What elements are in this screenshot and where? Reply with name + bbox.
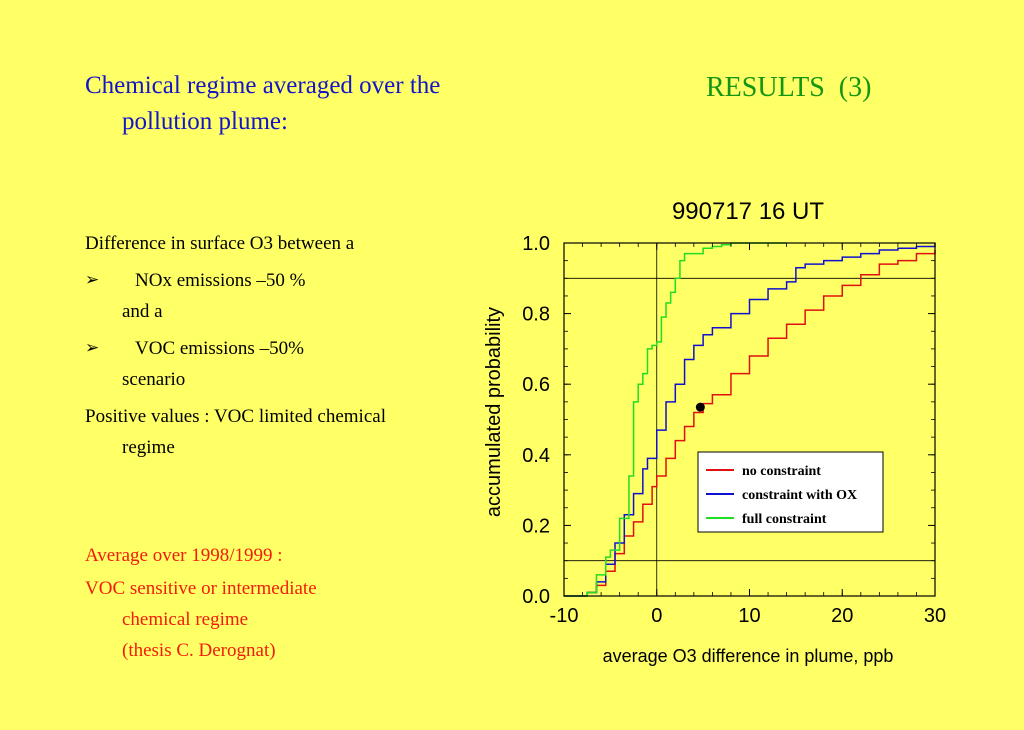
series-line-1 bbox=[564, 250, 936, 597]
bullet-voc-continuation: scenario bbox=[122, 369, 186, 390]
bullet-nox-continuation: and a bbox=[122, 301, 163, 322]
legend-label-1: no constraint bbox=[742, 464, 821, 479]
x-tick-label: -10 bbox=[550, 605, 579, 627]
bullet-nox: ➢ NOx emissions –50 % and a bbox=[85, 265, 425, 327]
voc-sensitive-line1: VOC sensitive or intermediate bbox=[85, 578, 317, 599]
legend-label-3: full constraint bbox=[742, 512, 827, 527]
x-tick-label: 30 bbox=[924, 605, 946, 627]
legend-label-2: constraint with OX bbox=[742, 488, 857, 503]
voc-sensitive-line3: (thesis C. Derognat) bbox=[122, 640, 276, 661]
bullet-voc-text: VOC emissions –50% bbox=[135, 338, 304, 359]
arrow-bullet-icon: ➢ bbox=[85, 270, 100, 290]
x-axis-label: average O3 difference in plume, ppb bbox=[603, 646, 894, 666]
y-tick-label: 0.8 bbox=[522, 304, 550, 326]
description-block: Difference in surface O3 between a ➢ NOx… bbox=[85, 228, 425, 469]
y-tick-label: 0.2 bbox=[522, 515, 550, 537]
x-tick-label: 10 bbox=[738, 605, 760, 627]
positive-values-paragraph: Positive values : VOC limited chemical r… bbox=[85, 406, 386, 458]
difference-paragraph: Difference in surface O3 between a bbox=[85, 233, 355, 254]
series-line-3 bbox=[564, 242, 787, 597]
results-title: RESULTS (3) bbox=[706, 72, 872, 103]
voc-sensitive-paragraph: VOC sensitive or intermediate chemical r… bbox=[85, 573, 425, 666]
left-title: Chemical regime averaged over the pollut… bbox=[85, 72, 441, 135]
bullet-nox-text: NOx emissions –50 % bbox=[135, 270, 306, 291]
x-tick-label: 20 bbox=[831, 605, 853, 627]
arrow-bullet-icon: ➢ bbox=[85, 338, 100, 358]
average-block: Average over 1998/1999 : VOC sensitive o… bbox=[85, 540, 425, 668]
bullet-voc: ➢ VOC emissions –50% scenario bbox=[85, 333, 425, 395]
y-tick-label: 0.0 bbox=[522, 586, 550, 608]
series-line-2 bbox=[564, 243, 936, 597]
x-tick-label: 0 bbox=[651, 605, 662, 627]
y-tick-label: 0.4 bbox=[522, 445, 550, 467]
cumulative-probability-chart: 990717 16 UT average O3 difference in pl… bbox=[483, 198, 946, 666]
chart-title: 990717 16 UT bbox=[672, 198, 824, 225]
average-heading: Average over 1998/1999 : bbox=[85, 545, 283, 566]
marker-point bbox=[695, 402, 705, 412]
voc-sensitive-line2: chemical regime bbox=[122, 609, 249, 630]
y-tick-label: 0.6 bbox=[522, 374, 550, 396]
y-tick-label: 1.0 bbox=[522, 233, 550, 255]
y-axis-label: accumulated probability bbox=[483, 307, 505, 517]
